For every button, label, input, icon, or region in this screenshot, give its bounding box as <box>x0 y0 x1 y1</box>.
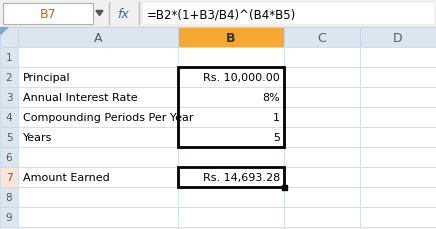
Text: 3: 3 <box>6 93 12 103</box>
Bar <box>360 147 436 167</box>
Bar <box>284 128 360 147</box>
Bar <box>18 207 178 227</box>
Text: 5: 5 <box>273 132 280 142</box>
Bar <box>178 88 284 108</box>
Bar <box>0 88 18 108</box>
Bar <box>18 48 178 68</box>
Bar <box>18 108 178 128</box>
Bar <box>143 4 434 25</box>
Bar <box>178 207 284 227</box>
Bar <box>18 187 178 207</box>
Text: C: C <box>317 31 327 44</box>
Text: D: D <box>393 31 403 44</box>
Bar <box>360 88 436 108</box>
Bar <box>178 68 284 147</box>
Bar <box>284 167 360 187</box>
Text: B7: B7 <box>40 8 56 21</box>
Bar <box>360 207 436 227</box>
Bar <box>3 4 93 25</box>
Bar <box>0 128 18 147</box>
Text: fx: fx <box>117 8 129 21</box>
Text: Years: Years <box>23 132 52 142</box>
Bar <box>0 207 18 227</box>
Bar <box>360 68 436 88</box>
Text: Principal: Principal <box>23 73 71 83</box>
Bar <box>284 207 360 227</box>
Text: 4: 4 <box>6 112 12 123</box>
Text: 9: 9 <box>6 212 12 222</box>
Polygon shape <box>0 28 8 36</box>
Bar <box>178 187 284 207</box>
Text: A: A <box>94 31 102 44</box>
Text: 2: 2 <box>6 73 12 83</box>
Bar <box>0 48 18 68</box>
Bar <box>178 68 284 88</box>
Bar <box>178 108 284 128</box>
Text: Compounding Periods Per Year: Compounding Periods Per Year <box>23 112 194 123</box>
Text: =B2*(1+B3/B4)^(B4*B5): =B2*(1+B3/B4)^(B4*B5) <box>147 8 296 21</box>
Text: 1: 1 <box>6 53 12 63</box>
Bar <box>360 128 436 147</box>
Bar <box>18 147 178 167</box>
Bar <box>360 48 436 68</box>
Bar <box>178 167 284 187</box>
Bar <box>0 108 18 128</box>
Text: 5: 5 <box>6 132 12 142</box>
Text: 7: 7 <box>6 172 12 182</box>
Bar <box>282 185 286 190</box>
Text: 8: 8 <box>6 192 12 202</box>
Bar <box>284 187 360 207</box>
Text: 1: 1 <box>273 112 280 123</box>
Text: B: B <box>226 31 236 44</box>
Bar <box>360 108 436 128</box>
Bar <box>178 147 284 167</box>
Bar <box>284 88 360 108</box>
Bar <box>18 88 178 108</box>
Bar <box>360 28 436 48</box>
Bar <box>284 48 360 68</box>
Bar <box>178 128 284 147</box>
Bar <box>284 147 360 167</box>
Bar <box>18 68 178 88</box>
Bar <box>18 167 178 187</box>
Bar <box>284 28 360 48</box>
Bar <box>18 128 178 147</box>
Bar <box>0 147 18 167</box>
Bar <box>284 108 360 128</box>
Bar <box>178 48 284 68</box>
Text: 8%: 8% <box>262 93 280 103</box>
Text: Rs. 10,000.00: Rs. 10,000.00 <box>203 73 280 83</box>
Bar <box>360 187 436 207</box>
Text: Rs. 14,693.28: Rs. 14,693.28 <box>203 172 280 182</box>
Bar <box>0 187 18 207</box>
Bar <box>18 28 178 48</box>
Polygon shape <box>96 11 103 16</box>
Bar <box>284 68 360 88</box>
Bar <box>0 68 18 88</box>
Bar <box>178 167 284 187</box>
Bar <box>178 28 284 48</box>
Text: Annual Interest Rate: Annual Interest Rate <box>23 93 138 103</box>
Bar <box>0 167 18 187</box>
Text: Amount Earned: Amount Earned <box>23 172 110 182</box>
Bar <box>0 28 18 48</box>
Text: 6: 6 <box>6 152 12 162</box>
Bar <box>360 167 436 187</box>
